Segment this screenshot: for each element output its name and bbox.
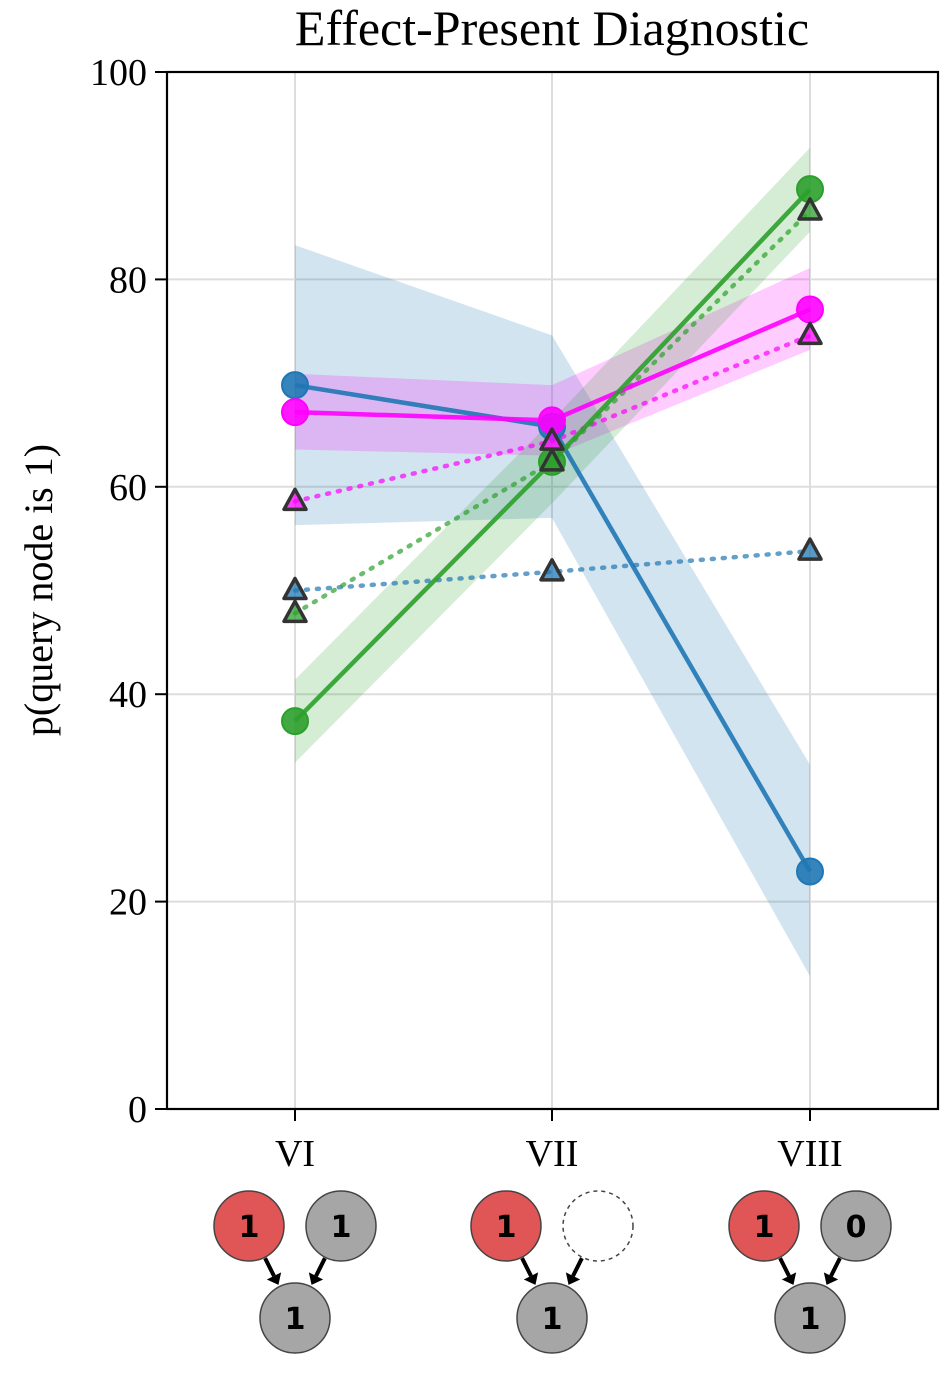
- effect-node-2: [774, 1282, 846, 1354]
- effect-node-label-0: 1: [285, 1302, 306, 1337]
- network-diagram-0: 1 1 1: [213, 1190, 377, 1354]
- magenta-human-point-2: [796, 295, 824, 324]
- y-tick-label-5: 100: [90, 52, 147, 94]
- y-tick-label-2: 40: [109, 674, 147, 716]
- x-tick-label-0: VI: [275, 1133, 315, 1175]
- y-axis-label: p(query node is 1): [16, 444, 61, 736]
- green-model-point-2: [797, 197, 823, 221]
- cause-node-2: [728, 1190, 800, 1262]
- magenta-human-band: [295, 267, 810, 456]
- y-ticks: 0 20 40 60 80 100: [90, 52, 167, 1131]
- green-model-point-1: [539, 448, 565, 472]
- effect-node-1: [516, 1282, 588, 1354]
- cause-node-1: [470, 1190, 542, 1262]
- green-model-point-0: [282, 599, 308, 624]
- magenta-model-point-0: [282, 487, 308, 512]
- y-tick-label-4: 80: [109, 259, 147, 301]
- magenta-model-point-2: [797, 321, 823, 346]
- blue-human-point-2: [796, 857, 824, 886]
- x-tick-label-1: VII: [526, 1133, 579, 1175]
- arrow-other-2-head: [823, 1272, 839, 1285]
- arrow-other-2-shaft: [829, 1257, 842, 1277]
- green-human-point-0: [281, 707, 309, 736]
- network-diagram-1: 11: [470, 1190, 634, 1354]
- blue-model-line: [292, 548, 813, 593]
- blue-model-point-0: [282, 576, 308, 601]
- blue-human-band: [295, 245, 810, 977]
- arrow-cause-1-shaft: [520, 1257, 533, 1277]
- arrow-other-0-shaft: [314, 1257, 327, 1277]
- cause-node-label-0: 1: [239, 1210, 260, 1245]
- effect-node-label-1: 1: [542, 1302, 563, 1337]
- other-node-1: [562, 1190, 634, 1262]
- blue-model-point-2: [797, 537, 823, 561]
- blue-model-point-1: [539, 558, 565, 582]
- magenta-human-point-0: [281, 398, 309, 427]
- other-node-label-0: 1: [331, 1210, 352, 1245]
- arrow-other-0-head: [308, 1272, 324, 1285]
- y-tick-label-0: 0: [128, 1089, 147, 1131]
- arrow-cause-0-head: [266, 1272, 282, 1285]
- arrow-cause-2-head: [781, 1272, 797, 1285]
- arrow-other-1-shaft: [571, 1257, 584, 1277]
- chart-title: Effect-Present Diagnostic: [295, 0, 809, 56]
- other-node-2: [820, 1190, 892, 1262]
- blue-human-point-0: [281, 371, 309, 400]
- arrow-cause-0-shaft: [263, 1257, 276, 1277]
- effect-node-0: [259, 1282, 331, 1354]
- cause-node-0: [213, 1190, 285, 1262]
- cause-node-label-2: 1: [754, 1210, 775, 1245]
- network-diagram-2: 1 0 1: [728, 1190, 892, 1354]
- effect-node-label-2: 1: [800, 1302, 821, 1337]
- marker-layer: [281, 175, 824, 886]
- x-ticks: VI VII VIII: [275, 1109, 843, 1175]
- arrow-other-1-head: [565, 1272, 581, 1285]
- y-tick-label-1: 20: [109, 882, 147, 924]
- cause-node-label-1: 1: [496, 1210, 517, 1245]
- x-tick-label-2: VIII: [777, 1133, 842, 1175]
- other-node-0: [305, 1190, 377, 1262]
- arrow-cause-2-shaft: [778, 1257, 791, 1277]
- y-tick-label-3: 60: [109, 467, 147, 509]
- arrow-cause-1-head: [523, 1272, 539, 1285]
- grid-layer: [167, 71, 938, 1110]
- other-node-label-2: 0: [846, 1210, 867, 1245]
